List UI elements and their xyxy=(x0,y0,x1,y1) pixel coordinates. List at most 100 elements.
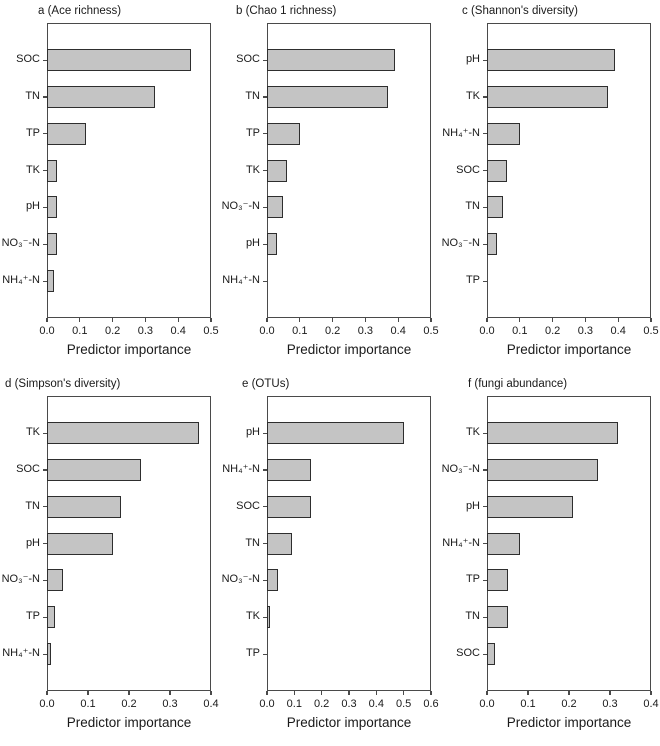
x-tick-label: 0.3 xyxy=(137,325,154,337)
y-tick xyxy=(263,506,267,508)
y-tick xyxy=(43,543,47,545)
y-tick xyxy=(263,96,267,98)
bar xyxy=(47,532,113,555)
bar xyxy=(487,159,507,182)
x-tick xyxy=(430,691,432,695)
y-tick xyxy=(263,59,267,61)
category-label: SOC xyxy=(236,53,260,65)
plot-box xyxy=(487,23,651,318)
category-label: SOC xyxy=(456,163,480,176)
y-tick xyxy=(483,206,487,209)
x-tick xyxy=(46,318,48,322)
y-tick xyxy=(483,543,487,545)
bar xyxy=(487,233,497,256)
category-label: TN xyxy=(245,536,260,549)
x-tick-label: 0.2 xyxy=(121,698,137,710)
plot-box xyxy=(47,23,211,318)
category-label: TP xyxy=(465,573,480,586)
x-tick xyxy=(266,318,268,322)
y-tick xyxy=(263,243,267,245)
bar xyxy=(47,569,64,592)
x-tick-label: 0.2 xyxy=(544,325,561,337)
x-tick-label: 0.5 xyxy=(396,698,412,710)
x-tick-label: 0.3 xyxy=(341,698,357,710)
category-label: TP xyxy=(245,126,260,139)
y-tick xyxy=(483,432,487,434)
category-label: TN xyxy=(465,610,480,623)
y-tick xyxy=(263,579,267,582)
x-tick xyxy=(128,691,130,695)
x-tick-label: 0.2 xyxy=(314,698,330,710)
bar xyxy=(47,495,121,518)
x-tick xyxy=(79,318,81,322)
category-label: NH₄⁺-N xyxy=(222,274,260,286)
x-tick-label: 0.4 xyxy=(368,698,384,710)
x-tick-label: 0.3 xyxy=(357,325,374,337)
y-tick xyxy=(43,616,47,618)
x-tick xyxy=(210,691,212,695)
x-tick xyxy=(430,318,432,322)
y-tick xyxy=(263,206,267,209)
x-tick-label: 0.1 xyxy=(292,325,308,337)
x-tick xyxy=(46,691,48,695)
x-axis-label: Predictor importance xyxy=(66,715,192,730)
bar xyxy=(487,196,504,219)
y-tick xyxy=(483,170,487,172)
x-tick xyxy=(177,318,179,322)
category-label: TK xyxy=(465,89,480,102)
y-tick xyxy=(483,133,487,135)
x-tick xyxy=(617,318,619,322)
bar xyxy=(47,49,192,71)
x-tick-label: 0.4 xyxy=(643,698,659,710)
bar xyxy=(487,49,615,71)
x-tick-label: 0.5 xyxy=(643,325,659,337)
x-tick-label: 0.1 xyxy=(80,698,96,710)
category-label: TN xyxy=(245,89,260,102)
category-label: NH₄⁺-N xyxy=(442,126,480,139)
bar xyxy=(487,122,520,145)
x-tick-label: 0.0 xyxy=(259,325,275,337)
x-tick-label: 0.2 xyxy=(104,325,121,337)
bar xyxy=(47,159,57,182)
y-tick xyxy=(483,579,487,582)
x-tick-label: 0.0 xyxy=(479,325,495,337)
x-tick xyxy=(584,318,586,322)
y-tick xyxy=(263,543,267,545)
x-tick xyxy=(527,691,529,695)
x-tick xyxy=(609,691,611,695)
bar xyxy=(267,458,311,481)
category-label: TP xyxy=(245,647,260,659)
category-label: TN xyxy=(25,89,40,102)
x-tick xyxy=(650,318,652,322)
x-axis-label: Predictor importance xyxy=(506,342,632,357)
bar xyxy=(47,270,54,292)
category-label: TK xyxy=(245,163,260,176)
x-tick-label: 0.4 xyxy=(203,698,219,710)
bar xyxy=(47,233,57,256)
bar xyxy=(47,122,87,145)
x-tick-label: 0.0 xyxy=(479,698,495,710)
x-axis-label: Predictor importance xyxy=(506,715,632,730)
category-label: NO₃⁻-N xyxy=(221,200,260,213)
bar xyxy=(487,422,619,444)
y-tick xyxy=(43,243,47,245)
y-tick xyxy=(263,616,267,618)
category-label: TP xyxy=(465,274,480,286)
bar xyxy=(487,532,520,555)
category-label: NO₃⁻-N xyxy=(441,237,480,250)
x-tick-label: 0.1 xyxy=(520,698,536,710)
x-tick xyxy=(299,318,301,322)
x-axis-label: Predictor importance xyxy=(286,715,412,730)
category-label: pH xyxy=(465,499,480,512)
bar xyxy=(267,532,292,555)
x-tick xyxy=(397,318,399,322)
x-tick xyxy=(568,691,570,695)
category-label: TK xyxy=(245,610,260,623)
x-tick-label: 0.3 xyxy=(577,325,594,337)
panel-title: a (Ace richness) xyxy=(38,5,122,17)
category-label: pH xyxy=(245,237,260,250)
panel-title: e (OTUs) xyxy=(242,378,290,390)
x-tick xyxy=(321,691,323,695)
x-tick-label: 0.5 xyxy=(423,325,439,337)
bar xyxy=(47,643,52,665)
